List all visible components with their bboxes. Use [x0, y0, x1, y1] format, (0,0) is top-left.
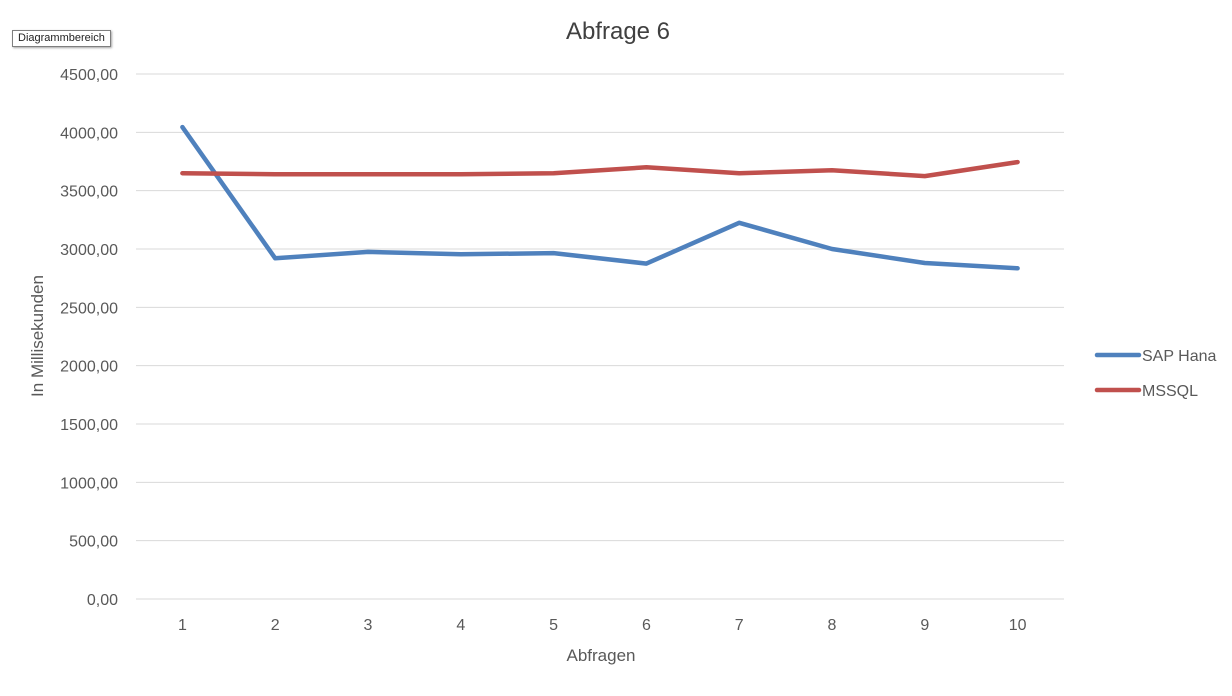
x-tick-label: 4: [456, 617, 465, 634]
y-tick-label: 1000,00: [60, 475, 118, 492]
legend-label: MSSQL: [1142, 383, 1198, 400]
y-tick-label: 0,00: [87, 592, 118, 609]
y-tick-label: 1500,00: [60, 417, 118, 434]
y-axis-tick-labels: 0,00 500,00 1000,00 1500,00 2000,00 2500,00 30…: [60, 67, 118, 609]
x-tick-label: 3: [364, 617, 373, 634]
y-tick-label: 2500,00: [60, 300, 118, 317]
y-tick-label: 3500,00: [60, 184, 118, 201]
x-axis-label: Abfragen: [567, 646, 636, 665]
x-tick-label: 9: [920, 617, 929, 634]
gridlines: [136, 73, 1064, 600]
series-line-mssql: [180, 159, 1020, 179]
series-lines: [180, 124, 1020, 271]
x-tick-label: 10: [1009, 617, 1027, 634]
x-tick-label: 1: [178, 617, 187, 634]
y-axis-label: In Millisekunden: [28, 275, 47, 397]
y-tick-label: 4500,00: [60, 67, 118, 84]
legend-label: SAP Hana: [1142, 348, 1217, 365]
series-line-sap-hana: [180, 124, 1020, 271]
x-tick-label: 8: [828, 617, 837, 634]
x-tick-label: 2: [271, 617, 280, 634]
x-tick-label: 6: [642, 617, 651, 634]
x-tick-label: 7: [735, 617, 744, 634]
y-tick-label: 500,00: [69, 534, 118, 551]
x-tick-label: 5: [549, 617, 558, 634]
y-tick-label: 3000,00: [60, 242, 118, 259]
chart-area-tooltip: Diagrammbereich: [12, 30, 111, 47]
x-axis-tick-labels: 1 2 3 4 5 6 7 8 9 10: [178, 617, 1027, 634]
y-tick-label: 2000,00: [60, 359, 118, 376]
chart-title: Abfrage 6: [566, 18, 670, 45]
legend: SAP Hana MSSQL: [1094, 348, 1217, 400]
y-tick-label: 4000,00: [60, 125, 118, 142]
